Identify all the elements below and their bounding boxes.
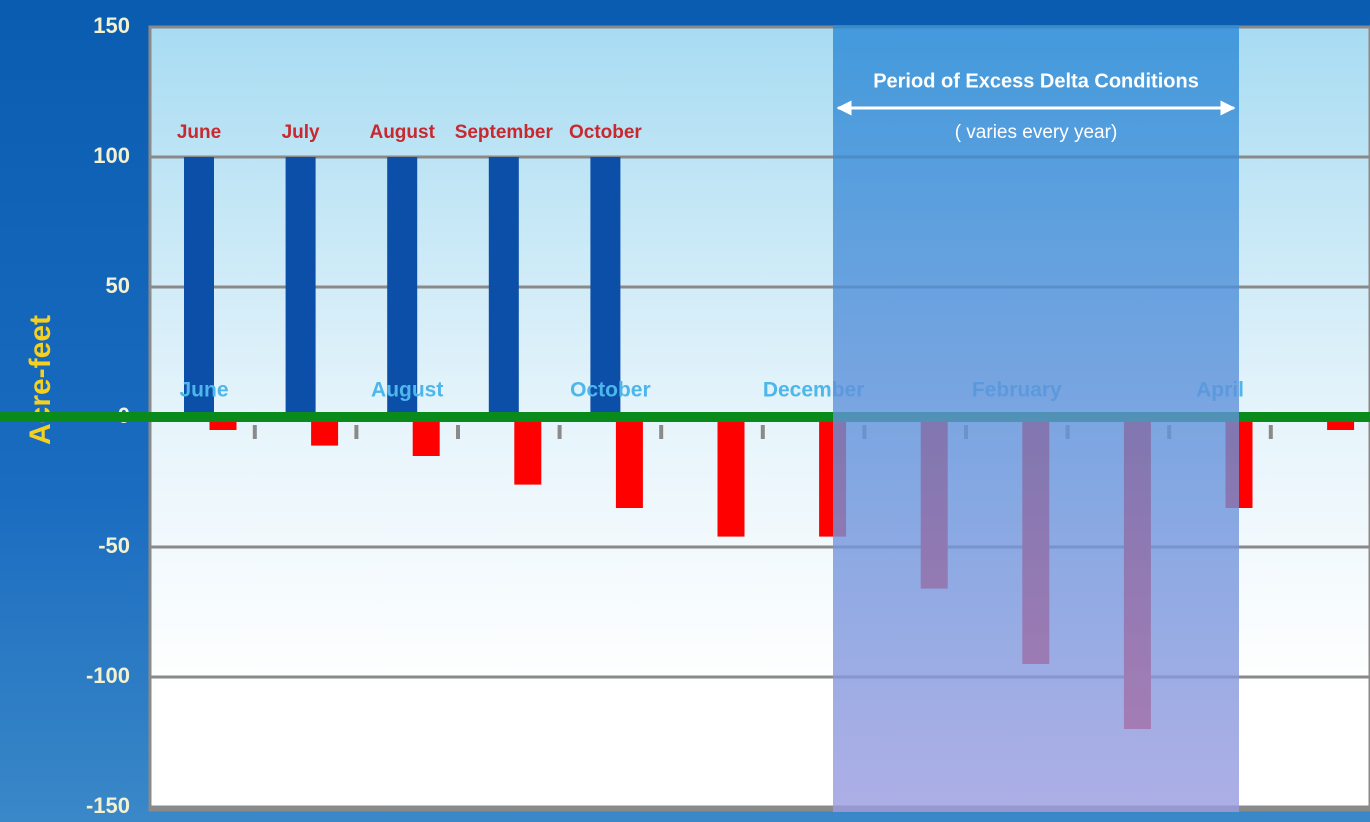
y-tick-label: -50 (98, 533, 130, 558)
bar-label: June (177, 122, 221, 143)
bar-label: October (569, 122, 642, 143)
y-tick-label: 150 (93, 13, 130, 38)
chart: Acre-feet -150-100-50050100150JuneJulyAu… (0, 0, 1370, 822)
bar-label: August (369, 122, 435, 143)
x-tick-label: August (371, 379, 443, 402)
y-tick-label: 50 (106, 273, 130, 298)
excess-period (833, 25, 1239, 812)
annotation-subtitle: ( varies every year) (955, 122, 1118, 143)
bar (413, 417, 440, 456)
page: Acre-feet -150-100-50050100150JuneJulyAu… (0, 0, 1370, 822)
x-tick-label: June (179, 379, 228, 402)
y-axis-label: Acre-feet (24, 315, 57, 445)
bar (718, 417, 745, 537)
y-tick-label: -150 (86, 793, 130, 818)
bar (514, 417, 541, 485)
bar (286, 157, 316, 417)
bar (489, 157, 519, 417)
bar-label: September (455, 122, 554, 143)
annotation-title: Period of Excess Delta Conditions (873, 70, 1199, 92)
x-tick-label: October (570, 379, 651, 402)
bar-label: July (282, 122, 320, 143)
y-tick-label: 100 (93, 143, 130, 168)
y-tick-label: -100 (86, 663, 130, 688)
bar (616, 417, 643, 508)
